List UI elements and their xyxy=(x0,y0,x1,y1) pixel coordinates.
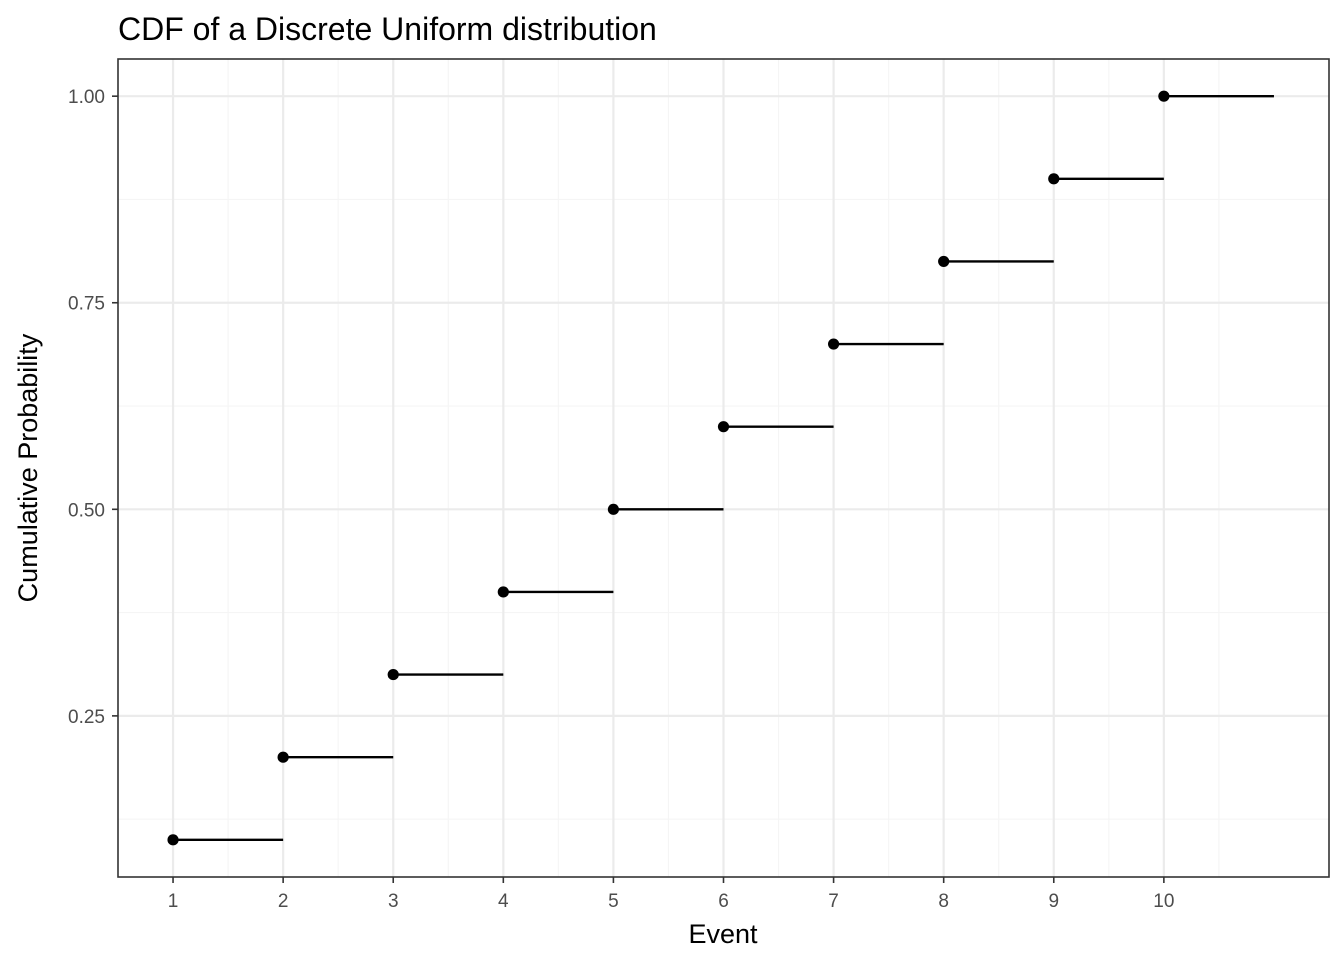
data-point xyxy=(277,751,289,763)
y-tick-label: 0.50 xyxy=(68,500,105,521)
data-point xyxy=(1158,90,1170,102)
x-tick-label: 8 xyxy=(938,891,949,912)
chart-title: CDF of a Discrete Uniform distribution xyxy=(118,11,657,47)
x-tick-label: 9 xyxy=(1048,891,1059,912)
y-tick-label: 0.25 xyxy=(68,707,105,728)
x-tick-label: 5 xyxy=(608,891,619,912)
data-point xyxy=(938,255,950,268)
x-tick-label: 7 xyxy=(828,891,839,912)
x-tick-label: 4 xyxy=(498,891,509,912)
x-tick-label: 10 xyxy=(1153,891,1174,912)
y-tick-label: 1.00 xyxy=(68,87,105,108)
data-point xyxy=(1048,173,1060,185)
x-tick-label: 1 xyxy=(168,891,179,912)
data-point xyxy=(387,668,399,681)
data-point xyxy=(167,834,179,846)
data-point xyxy=(827,338,840,350)
data-point xyxy=(497,586,509,598)
plot-marks xyxy=(167,90,1274,846)
y-tick-label: 0.75 xyxy=(68,294,105,315)
data-point xyxy=(607,503,620,515)
x-tick-label: 2 xyxy=(278,891,289,912)
y-axis-label: Cumulative Probability xyxy=(13,333,43,602)
x-axis-label: Event xyxy=(688,919,758,949)
data-point xyxy=(717,421,730,433)
grid-lines xyxy=(118,59,1330,877)
x-tick-label: 6 xyxy=(718,891,729,912)
axes: 1 2 3 4 5 6 7 8 9 10 0.25 0.50 0.75 1.00 xyxy=(68,87,1174,912)
x-tick-label: 3 xyxy=(388,891,399,912)
